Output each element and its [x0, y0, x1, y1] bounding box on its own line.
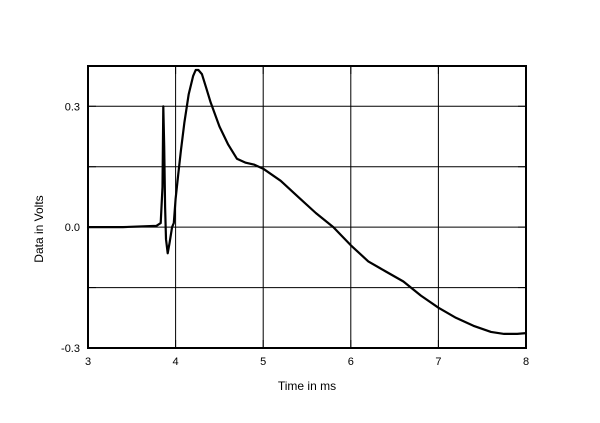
y-tick-label: 0.3	[65, 101, 80, 113]
x-tick-label: 6	[348, 356, 354, 368]
plot-frame	[87, 65, 527, 349]
x-tick-label: 8	[523, 356, 529, 368]
x-axis-label: Time in ms	[278, 379, 336, 393]
x-tick-label: 7	[435, 356, 441, 368]
tick-labels: 3 4 5 6 7 8 -0.3 0.0 0.3	[61, 101, 529, 368]
x-tick-label: 5	[260, 356, 266, 368]
y-tick-label: 0.0	[65, 222, 80, 234]
series-group	[86, 68, 528, 335]
x-tick-label: 3	[85, 356, 91, 368]
y-tick-label: -0.3	[61, 343, 80, 355]
grid	[88, 66, 526, 348]
x-tick-label: 4	[173, 356, 179, 368]
y-axis-label: Data in Volts	[32, 195, 46, 262]
series-line	[86, 68, 528, 335]
ticks	[87, 66, 527, 349]
